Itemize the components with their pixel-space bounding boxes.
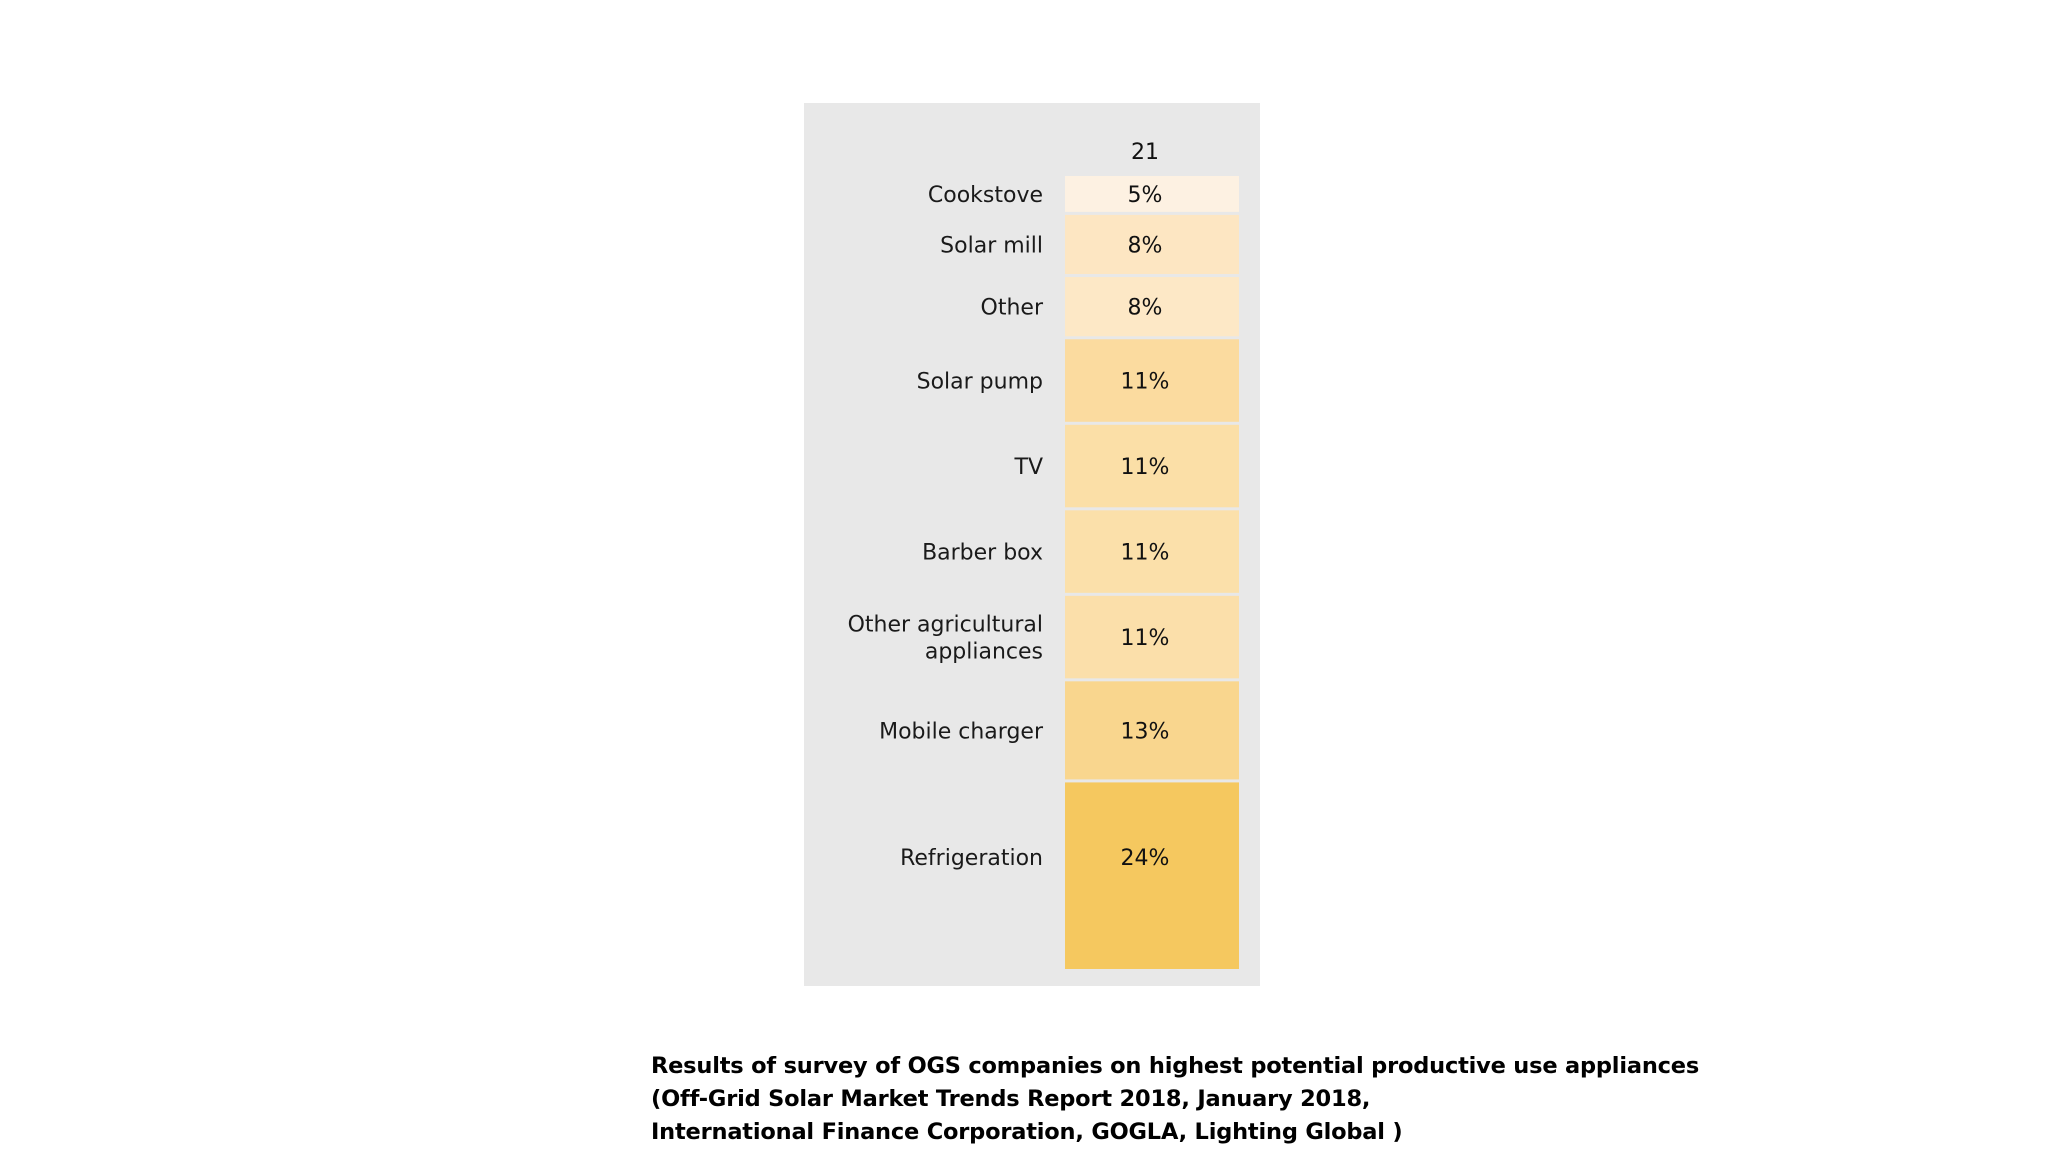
category-label-3: Other [981,296,1044,321]
bar-segment-2 [1065,214,1239,275]
category-label-7: Other agricultural appliances [848,613,1043,665]
data-label-1: 5% [1128,183,1163,208]
figure-caption: Results of survey of OGS companies on hi… [651,1050,1951,1149]
category-label-4: Solar pump [917,370,1043,395]
data-label-2: 8% [1128,233,1163,258]
category-label-5: TV [1014,455,1044,480]
bar-segments [1065,176,1239,969]
category-label-8: Mobile charger [879,719,1044,744]
category-label-1: Cookstove [928,183,1043,208]
bar-segment-8 [1065,681,1239,780]
bar-segment-9 [1065,782,1239,969]
category-label-9: Refrigeration [900,846,1043,871]
data-label-8: 13% [1121,719,1170,744]
category-label-6: Barber box [922,541,1043,566]
data-label-9: 24% [1121,846,1170,871]
bar-segment-1 [1065,176,1239,212]
data-label-7: 11% [1121,626,1170,651]
category-label-2: Solar mill [940,233,1043,258]
data-label-3: 8% [1128,296,1163,321]
data-label-5: 11% [1121,455,1170,480]
bar-segment-7 [1065,595,1239,679]
caption-line-3: International Finance Corporation, GOGLA… [651,1119,1403,1145]
data-labels: 5% 8% 8% 11% 11% 11% 11% 13% 24% [1121,183,1170,871]
data-label-6: 11% [1121,541,1170,566]
column-total-label: 21 [1131,140,1159,165]
chart-panel: 21 5% 8% 8% 11% 11% 11% 11% 13% 24% Cookstove Sol… [804,103,1260,986]
stacked-bar-chart: 21 5% 8% 8% 11% 11% 11% 11% 13% 24% Cookstove Sol… [848,140,1239,969]
caption-line-1: Results of survey of OGS companies on hi… [651,1053,1700,1079]
bar-segment-4 [1065,339,1239,422]
bar-segment-5 [1065,424,1239,508]
category-labels: Cookstove Solar mill Other Solar pump TV Barb… [848,183,1044,871]
bar-segment-6 [1065,510,1239,593]
caption-line-2: (Off-Grid Solar Market Trends Report 201… [651,1086,1371,1112]
bar-segment-3 [1065,277,1239,337]
data-label-4: 11% [1121,370,1170,395]
